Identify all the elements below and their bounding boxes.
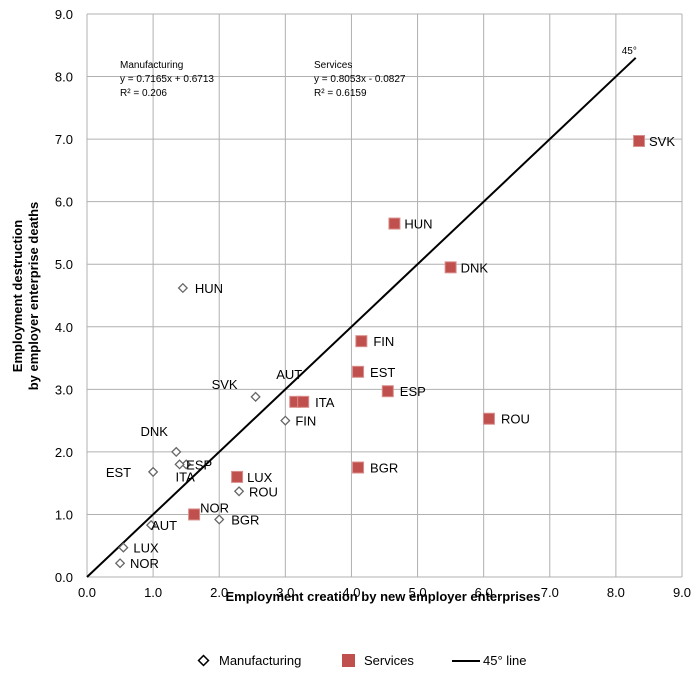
manufacturing-point-nor [114, 558, 126, 569]
y-tick-label: 1.0 [55, 507, 73, 522]
manufacturing-annotation-title: Manufacturing [120, 60, 183, 71]
legend: Manufacturing Services 45° line [197, 653, 527, 668]
legend-manufacturing-label: Manufacturing [219, 653, 301, 668]
services-point-rou [482, 412, 495, 425]
tick-labels: 0.0 1.0 2.0 3.0 4.0 5.0 6.0 7.0 8.0 9.0 0.0 1.0 2.0 3… [55, 7, 691, 600]
services-point-esp [381, 385, 394, 398]
services-label-dnk: DNK [461, 260, 489, 275]
services-label-ita: ITA [315, 395, 335, 410]
x-tick-label: 4.0 [342, 585, 360, 600]
x-tick-label: 8.0 [607, 585, 625, 600]
manufacturing-point-rou [233, 486, 245, 497]
services-label-aut: AUT [276, 367, 302, 382]
manufacturing-point-lux [118, 542, 129, 553]
y-axis-title-line1: Employment destruction [10, 220, 25, 372]
y-tick-label: 7.0 [55, 132, 73, 147]
services-label-hun: HUN [404, 217, 432, 232]
legend-services-marker-icon [342, 654, 355, 667]
manufacturing-equation: y = 0.7165x + 0.6713 [120, 74, 214, 85]
manufacturing-label-svk: SVK [212, 377, 238, 392]
services-point-bgr [352, 461, 365, 474]
services-label-fin: FIN [373, 334, 394, 349]
y-tick-label: 9.0 [55, 7, 73, 22]
services-label-esp: ESP [400, 384, 426, 399]
manufacturing-label-bgr: BGR [231, 512, 259, 527]
manufacturing-label-dnk: DNK [141, 424, 169, 439]
diagonal-45-line [86, 57, 637, 578]
manufacturing-r2: R² = 0.206 [120, 88, 167, 99]
diagonal-line-label: 45° [622, 46, 637, 57]
services-annotation-title: Services [314, 60, 352, 71]
services-r2: R² = 0.6159 [314, 88, 367, 99]
y-tick-label: 3.0 [55, 382, 73, 397]
services-label-rou: ROU [501, 412, 530, 427]
manufacturing-point-hun [177, 282, 189, 294]
manufacturing-label-nor: NOR [130, 556, 159, 571]
data-points [114, 134, 646, 569]
manufacturing-point-ita [174, 459, 185, 470]
manufacturing-label-aut: AUT [151, 518, 177, 533]
x-tick-label: 5.0 [409, 585, 427, 600]
services-point-fin [355, 335, 368, 348]
services-label-bgr: BGR [370, 461, 398, 476]
manufacturing-point-bgr [214, 514, 225, 525]
services-label-svk: SVK [649, 134, 675, 149]
y-tick-label: 4.0 [55, 320, 73, 335]
x-axis-title: Employment creation by new employer ente… [226, 589, 541, 604]
manufacturing-point-esp [181, 459, 192, 470]
manufacturing-point-est [147, 466, 159, 478]
services-point-nor [188, 508, 201, 521]
point-labels: HUNSVKFINDNKESPITAESTROUBGRAUTLUXNORSVKH… [106, 134, 676, 571]
y-tick-label: 5.0 [55, 257, 73, 272]
services-point-est [352, 365, 365, 378]
manufacturing-point-svk [250, 391, 261, 403]
manufacturing-label-fin: FIN [295, 414, 316, 429]
manufacturing-point-fin [280, 415, 291, 426]
x-tick-label: 1.0 [144, 585, 162, 600]
legend-45-line-label: 45° line [483, 653, 527, 668]
services-point-ita [297, 395, 310, 408]
manufacturing-point-dnk [171, 446, 182, 458]
x-tick-label: 0.0 [78, 585, 96, 600]
x-tick-label: 9.0 [673, 585, 691, 600]
legend-manufacturing-marker-icon [197, 654, 210, 667]
services-point-dnk [444, 261, 457, 274]
manufacturing-point-aut [145, 519, 157, 531]
x-tick-label: 7.0 [541, 585, 559, 600]
y-tick-label: 8.0 [55, 70, 73, 85]
services-label-nor: NOR [200, 500, 229, 515]
manufacturing-label-esp: ESP [186, 457, 212, 472]
x-tick-label: 2.0 [210, 585, 228, 600]
manufacturing-label-hun: HUN [195, 281, 223, 296]
manufacturing-label-ita: ITA [176, 469, 196, 484]
y-tick-label: 2.0 [55, 445, 73, 460]
services-point-lux [231, 470, 244, 483]
services-point-hun [388, 217, 401, 230]
manufacturing-label-rou: ROU [249, 484, 278, 499]
manufacturing-label-est: EST [106, 465, 131, 480]
y-axis-title-line2: by employer enterprise deaths [26, 202, 41, 391]
y-tick-label: 0.0 [55, 570, 73, 585]
x-tick-label: 6.0 [475, 585, 493, 600]
services-label-lux: LUX [247, 470, 273, 485]
services-label-est: EST [370, 365, 395, 380]
legend-services-label: Services [364, 653, 414, 668]
services-point-svk [633, 134, 646, 147]
x-tick-label: 3.0 [276, 585, 294, 600]
y-tick-label: 6.0 [55, 195, 73, 210]
manufacturing-label-lux: LUX [133, 541, 159, 556]
services-equation: y = 0.8053x - 0.0827 [314, 74, 406, 85]
